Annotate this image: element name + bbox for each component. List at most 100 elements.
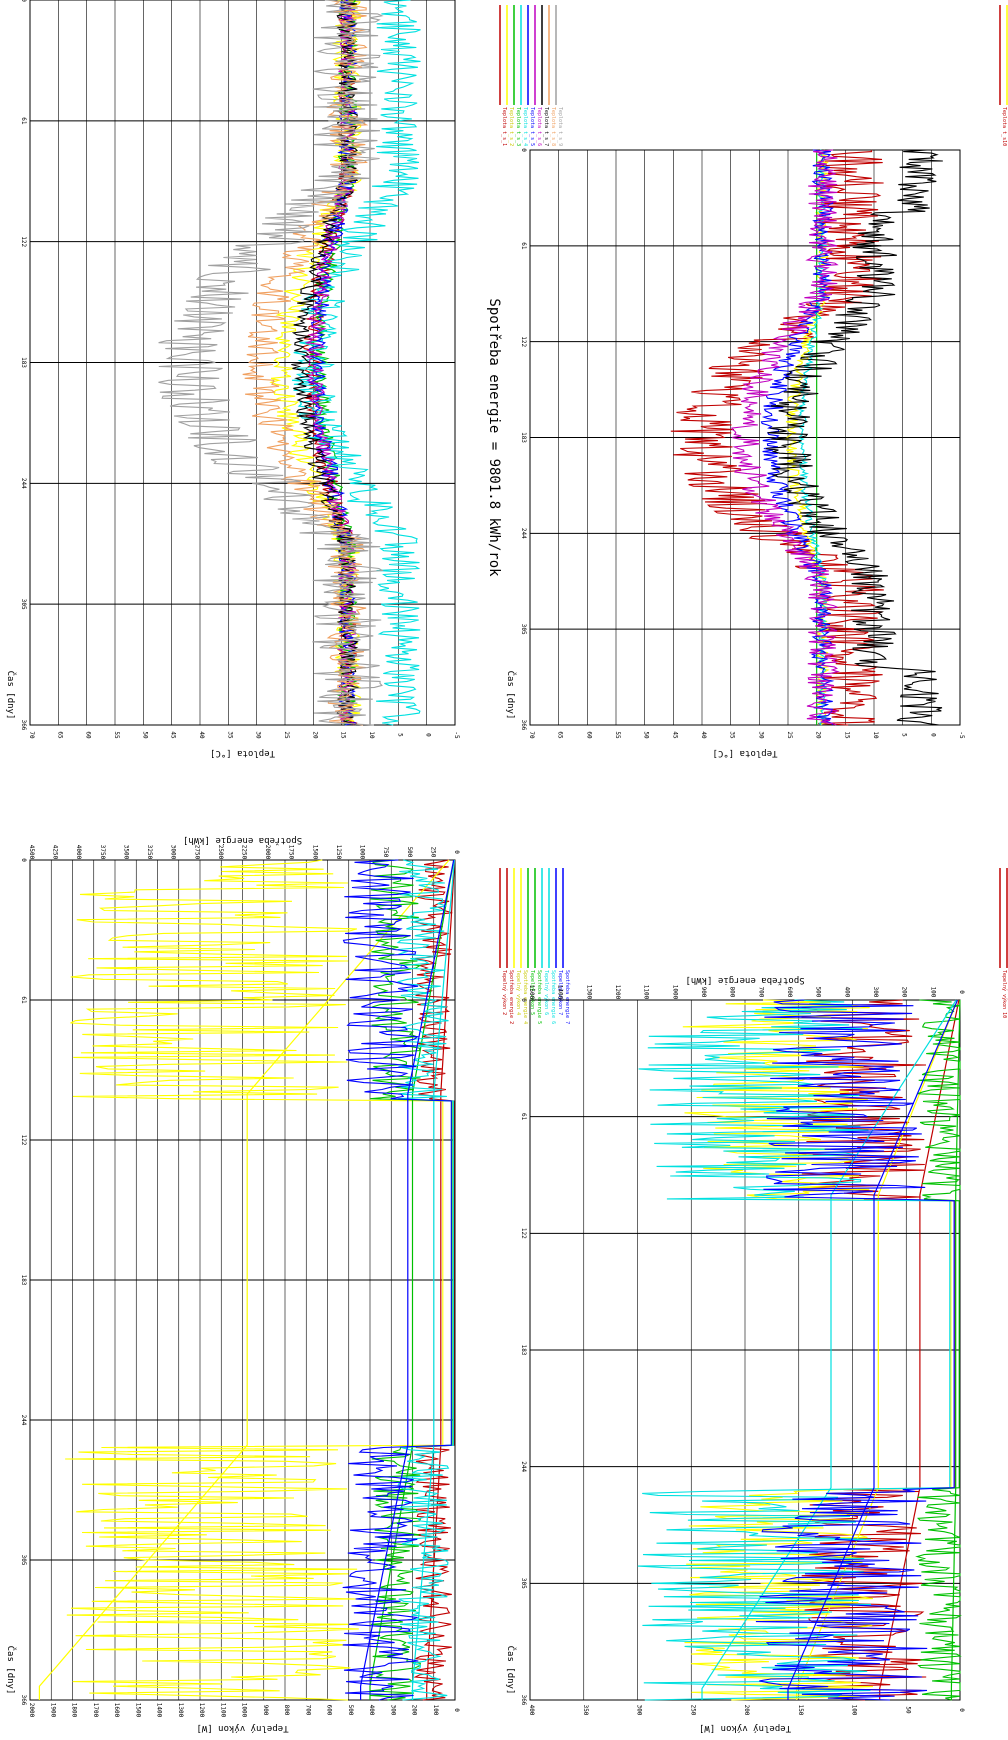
y2-tick-label: 3250 bbox=[146, 845, 153, 860]
legend-label: Tepelný výkon 5 bbox=[529, 970, 536, 1015]
legend-label: Spotřeba energie 4 bbox=[522, 970, 529, 1024]
legend-label: Teplota t_s_6 bbox=[536, 107, 542, 146]
x-tick-label: 183 bbox=[520, 1345, 527, 1356]
y2-tick-label: 1750 bbox=[288, 845, 295, 860]
y-tick-label: 400 bbox=[528, 1705, 535, 1716]
y2-tick-label: 1400 bbox=[557, 985, 564, 1000]
y-tick-label: 10 bbox=[368, 731, 375, 739]
y-tick-label: 1000 bbox=[241, 1703, 248, 1718]
x-tick-label: 122 bbox=[520, 1228, 527, 1239]
legend-label: Tepelný výkon 7 bbox=[557, 970, 564, 1015]
x-tick-label: 122 bbox=[520, 336, 527, 347]
x-tick-label: 305 bbox=[20, 599, 27, 610]
legend-label: Teplota t_s_1 bbox=[501, 107, 507, 146]
legend-label: Teplota t_s_8 bbox=[550, 107, 556, 146]
series-line bbox=[731, 149, 840, 726]
y-tick-label: 2000 bbox=[28, 1703, 35, 1718]
y-tick-label: -5 bbox=[453, 731, 460, 739]
x-tick-label: 122 bbox=[20, 236, 27, 247]
y-tick-label: 1800 bbox=[71, 1703, 78, 1718]
series-line bbox=[370, 859, 453, 1701]
y2-tick-label: 0 bbox=[958, 990, 965, 994]
x-axis-label: Čas [dny] bbox=[5, 671, 17, 720]
y-tick-label: 70 bbox=[28, 731, 35, 739]
y-tick-label: 0 bbox=[958, 1708, 965, 1712]
y-axis-label: Tepelný výkon [W] bbox=[196, 1723, 288, 1733]
y2-tick-label: 600 bbox=[786, 987, 793, 998]
legend-label: Spotřeba energie 6 bbox=[550, 970, 557, 1024]
y2-tick-label: 250 bbox=[429, 847, 436, 858]
y2-axis-label: Spotřeba energie [kWh] bbox=[183, 835, 302, 845]
legend: Teplota t_s_1 Teplota t_s_2 Teplota t_s_3 T… bbox=[499, 5, 563, 146]
y2-tick-label: 4500 bbox=[28, 845, 35, 860]
x-axis-label: Čas [dny] bbox=[505, 671, 517, 720]
series-line bbox=[879, 999, 960, 1700]
x-tick-label: 0 bbox=[520, 148, 527, 152]
series-line bbox=[950, 999, 961, 1700]
x-tick-label: 183 bbox=[20, 357, 27, 368]
x-tick-label: 305 bbox=[20, 1555, 27, 1566]
series-group bbox=[38, 859, 456, 1701]
y-axis-label: Teplota [°C] bbox=[712, 748, 777, 758]
legend-label: Teplota t_s_7 bbox=[543, 107, 549, 146]
y2-tick-label: 500 bbox=[406, 847, 413, 858]
y-tick-label: 50 bbox=[643, 731, 650, 739]
series-line bbox=[755, 999, 955, 1701]
y-tick-label: 250 bbox=[689, 1705, 696, 1716]
y2-tick-label: 3750 bbox=[99, 845, 106, 860]
y-tick-label: 800 bbox=[283, 1705, 290, 1716]
y2-tick-label: 3500 bbox=[122, 845, 129, 860]
series-line bbox=[765, 149, 943, 726]
y-tick-label: 45 bbox=[671, 731, 678, 739]
x-tick-label: 244 bbox=[20, 478, 27, 489]
y-tick-label: 30 bbox=[757, 731, 764, 739]
y-tick-label: 1600 bbox=[113, 1703, 120, 1718]
y-tick-label: 1500 bbox=[134, 1703, 141, 1718]
y-tick-label: 35 bbox=[226, 731, 233, 739]
chart-top_right: -5 0 5 10 15 20 25 30 35 40 45 50 55 60 65 70 0 61 122 183 2… bbox=[486, 5, 1008, 758]
x-tick-label: 305 bbox=[520, 1578, 527, 1589]
y-tick-label: 1200 bbox=[198, 1703, 205, 1718]
x-tick-label: 244 bbox=[520, 528, 527, 539]
y-tick-label: 5 bbox=[396, 733, 403, 737]
y-tick-label: 40 bbox=[700, 731, 707, 739]
y-tick-label: 60 bbox=[85, 731, 92, 739]
y-tick-label: 900 bbox=[262, 1705, 269, 1716]
y-tick-label: 1700 bbox=[92, 1703, 99, 1718]
x-tick-label: 244 bbox=[20, 1415, 27, 1426]
y-tick-label: 200 bbox=[743, 1705, 750, 1716]
x-tick-label: 0 bbox=[20, 858, 27, 862]
series-group bbox=[637, 999, 962, 1701]
legend-label: Teplota t_s_3 bbox=[515, 107, 521, 146]
y-tick-label: 300 bbox=[389, 1705, 396, 1716]
legend-label: Teplota t_s_5 bbox=[529, 107, 535, 146]
y2-tick-label: 800 bbox=[729, 987, 736, 998]
y-tick-label: 50 bbox=[141, 731, 148, 739]
y-tick-label: 60 bbox=[585, 731, 592, 739]
chart-bottom_right: 0 50 100 150 200 250 300 350 400 0 61 122 183 244 305 3… bbox=[505, 868, 1008, 1733]
y-tick-label: 1900 bbox=[49, 1703, 56, 1718]
series-line bbox=[291, 0, 421, 726]
y2-tick-label: 900 bbox=[700, 987, 707, 998]
y2-tick-label: 750 bbox=[382, 847, 389, 858]
legend-label: Tepelný výkon 2 bbox=[501, 970, 508, 1015]
legend-label: Spotřeba energie 7 bbox=[564, 970, 571, 1024]
y-tick-label: 25 bbox=[283, 731, 290, 739]
x-axis-label: Čas [dny] bbox=[5, 1646, 17, 1695]
legend: Teplota t_s10Teplota t_s11Teplota t_s12T… bbox=[999, 5, 1008, 146]
y2-tick-label: 300 bbox=[872, 987, 879, 998]
y-tick-label: 70 bbox=[528, 731, 535, 739]
y-tick-label: 200 bbox=[411, 1705, 418, 1716]
y-tick-label: 0 bbox=[425, 733, 432, 737]
chart-top_left: -5 0 5 10 15 20 25 30 35 40 45 50 55 60 65 70 0 61 122 183 2… bbox=[5, 0, 563, 758]
legend-label: Teplota t_s_2 bbox=[508, 107, 514, 146]
y2-tick-label: 4000 bbox=[75, 845, 82, 860]
x-tick-label: 183 bbox=[20, 1275, 27, 1286]
x-tick-label: 0 bbox=[520, 998, 527, 1002]
y-tick-label: 1100 bbox=[219, 1703, 226, 1718]
x-tick-label: 0 bbox=[20, 0, 27, 2]
y-tick-label: 700 bbox=[304, 1705, 311, 1716]
legend: Tepelný výkon 10Spotřeba energie10Tepeln… bbox=[999, 868, 1008, 1018]
x-tick-label: 61 bbox=[520, 242, 527, 250]
